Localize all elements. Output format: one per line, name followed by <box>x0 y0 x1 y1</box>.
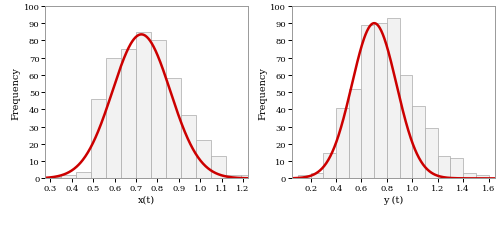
Bar <box>181 115 196 179</box>
Y-axis label: Frequency: Frequency <box>12 66 21 119</box>
Bar <box>463 174 476 179</box>
Bar <box>362 26 374 179</box>
Bar <box>226 175 241 179</box>
Bar <box>324 153 336 179</box>
Bar <box>450 158 463 179</box>
Bar <box>298 175 310 179</box>
Bar <box>241 175 256 179</box>
Bar <box>374 24 387 179</box>
Bar <box>106 58 121 179</box>
Bar <box>310 174 324 179</box>
Bar <box>46 177 61 179</box>
Y-axis label: Frequency: Frequency <box>258 66 268 119</box>
Bar <box>438 156 450 179</box>
Bar <box>61 175 76 179</box>
Bar <box>166 79 181 179</box>
Bar <box>151 41 166 179</box>
Bar <box>476 175 488 179</box>
Bar <box>136 33 151 179</box>
X-axis label: x(t): x(t) <box>138 195 156 204</box>
Bar <box>412 106 425 179</box>
Bar <box>349 89 362 179</box>
Bar <box>76 172 91 179</box>
Bar <box>400 76 412 179</box>
Bar <box>91 100 106 179</box>
Bar <box>121 50 136 179</box>
Bar <box>387 19 400 179</box>
Bar <box>196 141 211 179</box>
Bar <box>211 156 226 179</box>
Bar <box>336 108 349 179</box>
Bar <box>425 129 438 179</box>
X-axis label: y (t): y (t) <box>383 195 404 204</box>
